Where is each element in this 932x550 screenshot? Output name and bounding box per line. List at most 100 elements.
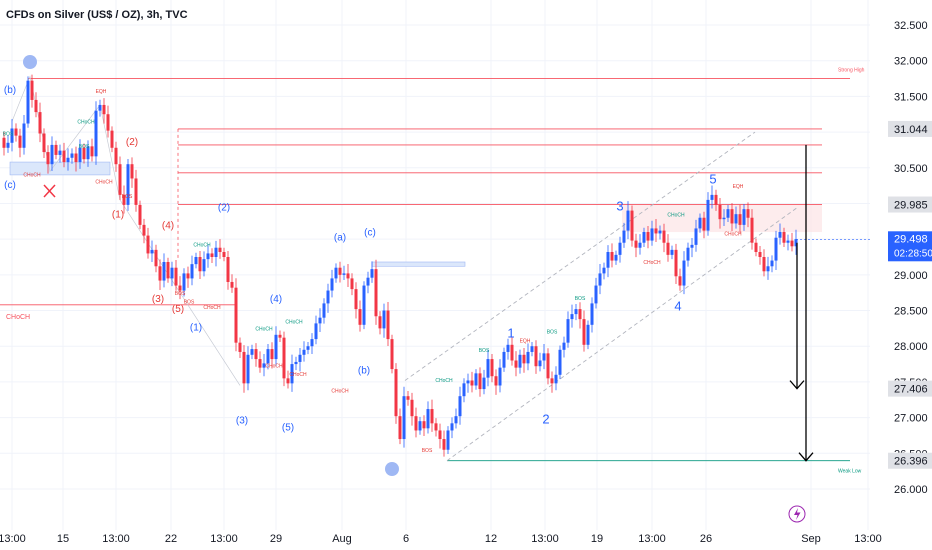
candle-body [118,164,122,195]
candle-body [730,209,734,224]
structure-label: EQH [733,184,744,190]
x-tick-label: 29 [270,533,282,545]
candle-body [534,346,538,367]
candle-body [602,267,606,274]
candle-body [106,114,110,131]
candle-body [790,240,794,247]
x-tick-label: 15 [57,533,69,545]
structure-label: BOS [79,144,90,150]
candle-body [186,273,190,279]
candle-body [706,199,710,231]
candle-body [378,316,382,329]
candle-body [666,242,670,255]
candle-body [354,289,358,310]
candle-body [150,249,154,254]
candle-body [722,217,726,220]
candles [2,74,870,457]
candle-body [586,324,590,345]
candle-body [754,242,758,253]
structure-label: CHoCH [285,319,303,325]
candle-body [202,259,206,272]
candle-body [190,264,194,279]
wave-label: (3) [152,294,164,305]
candle-body [218,247,222,253]
candle-body [618,242,622,255]
wave-label: (2) [218,203,230,214]
candle-body [94,110,98,157]
candle-body [622,230,626,243]
candle-body [302,349,306,355]
candle-body [462,383,466,397]
price-tag [888,196,932,213]
price-tag [888,380,932,397]
candle-body [770,260,774,267]
structure-label: BOS [3,132,14,138]
wave-label: (3) [236,415,248,426]
candle-body [130,164,134,179]
candle-body [794,239,798,247]
candle-body [338,267,342,275]
x-tick-label: 13:00 [210,533,238,545]
x-tick-label: 13:00 [102,533,130,545]
candle-body [374,269,378,317]
candle-body [654,228,658,234]
candle-body [638,242,642,248]
grid [0,0,870,530]
candle-body [46,152,50,165]
candle-body [538,360,542,367]
candle-body [358,309,362,325]
y-tick-label: 28.000 [894,341,928,353]
structure-label: BOS [575,296,586,302]
candle-body [18,135,22,148]
wave-label: (c) [4,180,16,191]
candle-body [478,373,482,390]
candle-body [698,217,702,229]
candle-body [174,267,178,286]
y-tick-label: 26.000 [894,484,928,496]
candle-body [170,267,174,279]
candle-body [210,253,214,257]
candle-body [458,396,462,417]
candle-body [314,323,318,340]
candle-body [330,278,334,291]
price-tag-label: 27.406 [894,384,928,396]
structure-label: CHoCH [203,305,221,311]
candle-body [14,128,18,136]
candle-body [146,235,150,254]
candle-body [726,209,730,218]
candle-body [282,337,286,379]
candle-body [570,314,574,320]
wave-label: (1) [112,210,124,221]
candle-body [454,416,458,424]
candle-body [614,254,618,261]
lightning-icon[interactable] [788,505,806,523]
candle-body [766,266,770,272]
candle-body [38,112,42,134]
y-tick-label: 30.500 [894,163,928,175]
candle-body [674,249,678,277]
y-tick-label: 28.500 [894,306,928,318]
candle-body [158,266,162,281]
candle-body [134,178,138,205]
structure-label: BOS [547,329,558,335]
candle-body [102,104,106,115]
candle-body [34,99,38,113]
price-tag-label: 29.498 [894,233,928,245]
candle-body [658,230,662,234]
structure-label: CHoCH [643,260,661,266]
candle-body [98,104,102,111]
candle-body [382,310,386,329]
candle-body [386,310,390,340]
time-axis[interactable]: 13:00 15 13:00 22 13:00 29 Aug 6 12 13:00 19 13:00 2… [0,533,882,545]
candle-body [574,309,578,315]
candle-body [346,273,350,279]
candle-body [542,353,546,361]
y-tick-label: 32.500 [894,20,928,32]
candle-body [138,204,142,225]
candle-body [490,359,494,377]
candle-body [662,230,666,243]
candle-body [746,209,750,218]
structure-label: CHoCH [23,172,41,178]
candle-body [634,240,638,248]
